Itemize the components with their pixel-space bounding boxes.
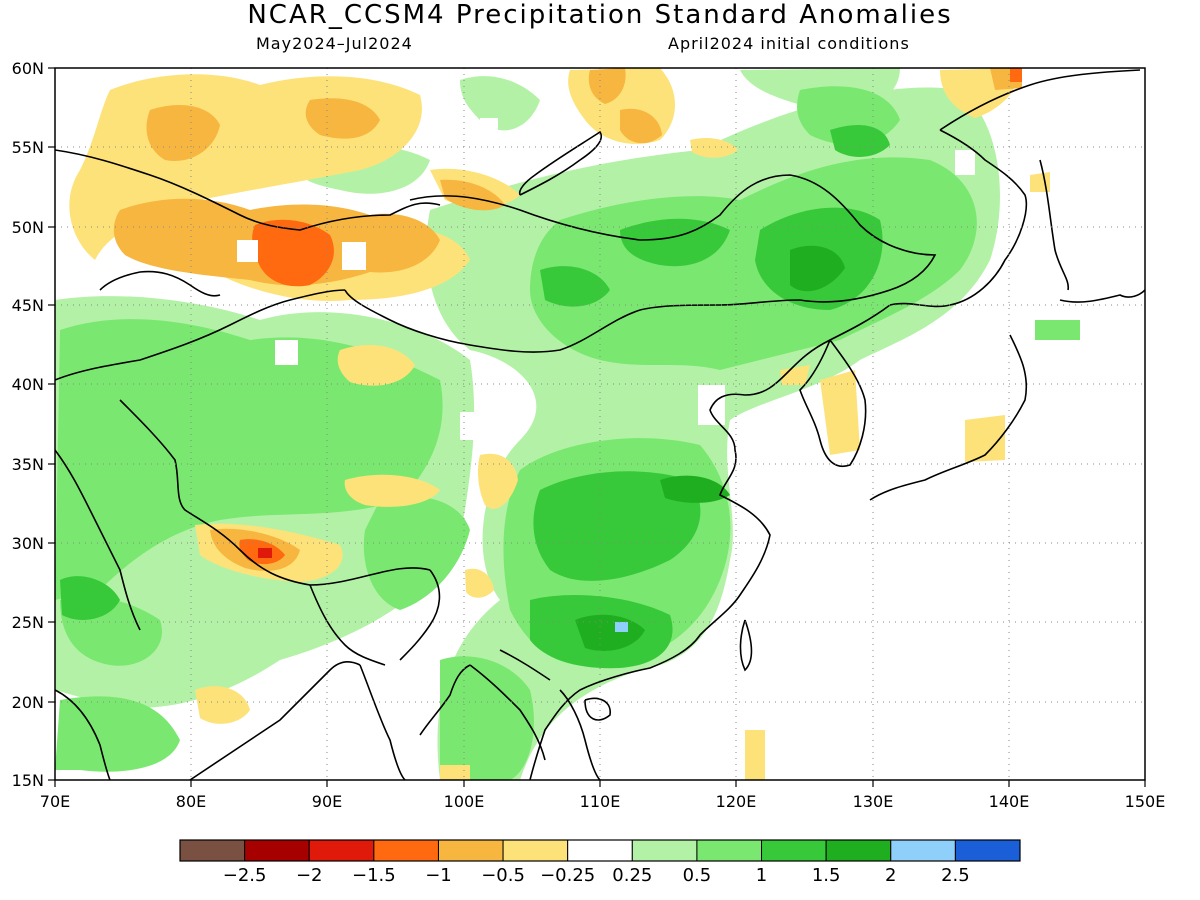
lat-label: 15N: [12, 771, 44, 790]
colorbar-swatches: [179, 839, 1021, 862]
colorbar-label: 0.5: [683, 865, 712, 886]
map-title: NCAR_CCSM4 Precipitation Standard Anomal…: [247, 0, 953, 30]
anomaly-field: [55, 68, 1145, 780]
colorbar-label: −1.5: [352, 865, 396, 886]
colorbar-swatch: [954, 839, 1021, 862]
lon-labels: 70E 80E 90E 100E 110E 120E 130E 140E 150…: [40, 792, 1166, 811]
colorbar-swatch: [696, 839, 763, 862]
lat-label: 55N: [12, 138, 44, 157]
forecast-period: May2024–Jul2024: [256, 34, 413, 53]
colorbar-label: −2: [296, 865, 323, 886]
lon-label: 70E: [40, 792, 70, 811]
lon-label: 120E: [716, 792, 757, 811]
colorbar-swatch: [761, 839, 827, 862]
axis-ticks: [48, 67, 1146, 787]
colorbar-label: −0.25: [540, 865, 595, 886]
lon-label: 150E: [1125, 792, 1166, 811]
colorbar-swatch: [890, 839, 956, 862]
colorbar-label: 1: [756, 865, 767, 886]
colorbar-label: 2.5: [941, 865, 970, 886]
colorbar-swatch: [631, 839, 698, 862]
lat-label: 60N: [12, 59, 44, 78]
coastlines-and-borders: [55, 69, 1145, 780]
lon-label: 140E: [989, 792, 1030, 811]
lat-labels: 60N 55N 50N 45N 40N 35N 30N 25N 20N 15N: [12, 59, 44, 790]
lat-label: 40N: [12, 375, 44, 394]
lon-label: 130E: [853, 792, 894, 811]
colorbar-label: −2.5: [223, 865, 267, 886]
lat-label: 25N: [12, 613, 44, 632]
lon-label: 110E: [580, 792, 621, 811]
colorbar-swatch: [373, 839, 439, 862]
lon-label: 90E: [312, 792, 342, 811]
lat-label: 50N: [12, 218, 44, 237]
colorbar-swatch: [244, 839, 310, 862]
colorbar: −2.5 −2 −1.5 −1 −0.5 −0.25 0.25 0.5 1 1.5 2 2.5: [179, 839, 1021, 886]
colorbar-label: 0.25: [612, 865, 652, 886]
lon-label: 100E: [444, 792, 485, 811]
colorbar-swatch: [502, 839, 569, 862]
lat-label: 35N: [12, 455, 44, 474]
colorbar-label: −0.5: [481, 865, 525, 886]
colorbar-swatch: [179, 839, 246, 862]
lat-label: 20N: [12, 693, 44, 712]
lat-label: 30N: [12, 534, 44, 553]
colorbar-labels: −2.5 −2 −1.5 −1 −0.5 −0.25 0.25 0.5 1 1.5 2 2.5: [223, 865, 970, 886]
colorbar-swatch: [825, 839, 892, 862]
lat-label: 45N: [12, 296, 44, 315]
lon-label: 80E: [176, 792, 206, 811]
colorbar-swatch: [308, 839, 375, 862]
colorbar-swatch: [567, 839, 633, 862]
colorbar-swatch: [437, 839, 504, 862]
colorbar-label: 1.5: [812, 865, 841, 886]
initial-conditions: April2024 initial conditions: [668, 34, 910, 53]
colorbar-label: −1: [425, 865, 452, 886]
colorbar-label: 2: [885, 865, 896, 886]
